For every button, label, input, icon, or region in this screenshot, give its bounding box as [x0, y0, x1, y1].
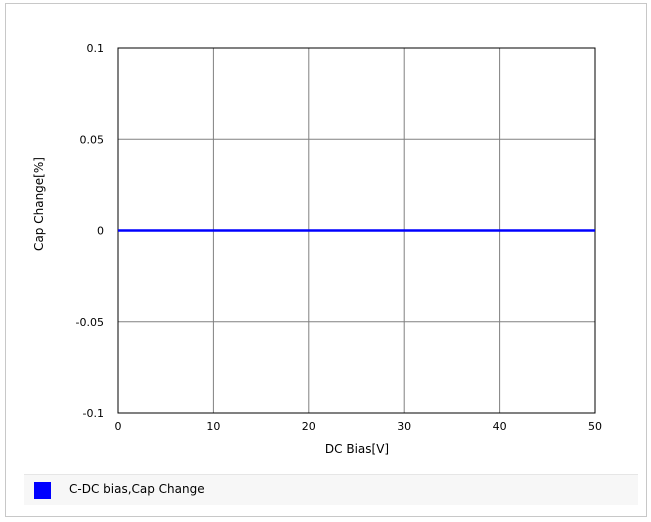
x-axis-title: DC Bias[V] — [325, 442, 389, 456]
x-tick-label: 30 — [397, 420, 411, 433]
y-tick-label: 0.05 — [80, 133, 105, 146]
y-tick-label: 0.1 — [87, 42, 105, 55]
y-axis-ticks: 0.1 0.05 0 -0.05 -0.1 — [76, 42, 104, 420]
y-tick-label: 0 — [97, 225, 104, 238]
x-tick-label: 40 — [493, 420, 507, 433]
y-axis-title: Cap Change[%] — [32, 157, 46, 251]
y-tick-label: -0.1 — [83, 407, 104, 420]
legend-swatch — [34, 482, 51, 499]
x-tick-label: 20 — [302, 420, 316, 433]
legend: C-DC bias,Cap Change — [24, 474, 638, 505]
x-tick-label: 0 — [115, 420, 122, 433]
x-axis-ticks: 0 10 20 30 40 50 — [115, 420, 603, 433]
y-tick-label: -0.05 — [76, 316, 104, 329]
chart-panel — [5, 3, 647, 517]
x-tick-label: 50 — [588, 420, 602, 433]
x-tick-label: 10 — [206, 420, 220, 433]
legend-label: C-DC bias,Cap Change — [69, 482, 205, 496]
